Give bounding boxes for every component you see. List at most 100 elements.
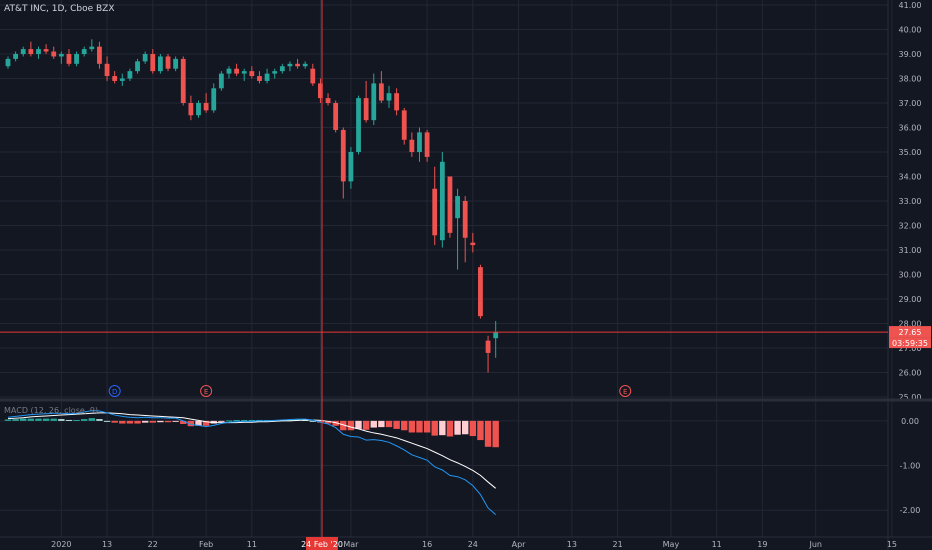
macd-histogram-bar [126,420,134,424]
candle-body [97,46,102,64]
candle [89,39,95,52]
price-tick-label: 37.00 [899,99,922,108]
candle [257,71,262,84]
candle-body [348,152,354,182]
candle [127,68,133,81]
macd-histogram-bar [446,420,454,437]
candle-body [51,51,57,57]
macd-histogram-bar [423,420,431,433]
candle-body [58,54,64,57]
price-tick-label: 28.00 [899,320,922,329]
candle-body [241,71,247,74]
candle [58,51,64,64]
candle [97,41,102,69]
candle [104,56,110,81]
time-tick-label: 21 [613,540,623,549]
candle [447,176,453,238]
price-tick-label: 40.00 [899,26,922,35]
price-tick-label: 32.00 [899,222,922,231]
candle-body [340,129,346,182]
time-tick-label: 11 [712,540,722,549]
candle-body [401,110,407,140]
macd-histogram-bar [141,420,149,423]
macd-tick-label: 0.00 [901,417,919,426]
candle-body [394,93,400,111]
price-tick-label: 29.00 [899,295,922,304]
macd-histogram-bar [20,418,27,421]
macd-histogram-bar [332,420,339,426]
candle [287,61,293,72]
candle-body [158,56,163,72]
candle [264,68,270,84]
candle-body [127,71,133,79]
price-tick-label: 30.00 [899,271,922,280]
time-tick-label: 24 [468,540,478,549]
candle-body [28,49,34,54]
candle [66,49,72,67]
price-tick-label: 33.00 [899,197,922,206]
candle-body [150,54,156,72]
candle-body [386,93,392,101]
candle-body [66,54,72,64]
candle [439,152,445,248]
price-tick-label: 27.00 [899,344,922,353]
candle-body [295,63,300,67]
candle-body [439,161,445,241]
time-tick-label: Apr [512,540,527,549]
candle [462,196,468,263]
time-tick-label: Jun [808,540,822,549]
candle-body [81,49,87,54]
macd-histogram-bar [81,419,88,421]
candle-body [89,46,95,50]
macd-histogram-bar [347,420,355,431]
candle-body [112,76,118,81]
candle-body [356,98,361,152]
price-tick-label: 39.00 [899,50,922,59]
time-tick-label: 22 [148,540,158,549]
candle-body [74,54,79,64]
macd-histogram-bar [439,420,446,436]
candle [36,46,41,59]
macd-histogram-bar [134,420,141,424]
symbol-title[interactable]: AT&T INC, 1D, Cboe BZX [4,4,115,14]
candle [203,93,209,113]
macd-histogram-bar [50,418,57,421]
time-tick-label: Feb [199,540,213,549]
price-tick-label: 25.00 [899,393,922,402]
candle-body [455,196,460,219]
macd-histogram-bar [12,419,19,421]
event-marker-icon [108,385,121,397]
macd-histogram-bar [385,420,393,428]
macd-histogram-bar [378,420,385,428]
candle-body [485,340,491,353]
candle-body [417,132,422,152]
macd-histogram-bar [164,420,172,423]
time-tick-label: 16 [422,540,432,549]
candle [119,73,125,86]
macd-histogram-bar [65,419,73,421]
macd-histogram-bar [111,420,118,423]
candle-body [180,58,186,103]
macd-histogram-bar [248,419,256,421]
macd-histogram-bar [469,420,477,437]
price-tick-label: 36.00 [899,124,922,133]
candle [279,63,285,74]
candle [158,54,163,74]
candle [432,166,438,246]
last-price-label: 27.65 [899,328,922,337]
last-price-box [889,326,931,338]
candle-body [478,267,483,317]
candle [417,127,422,162]
candle-body [493,332,499,339]
candle-body [371,83,377,121]
macd-histogram-bar [180,420,187,424]
macd-signal-line [7,412,496,489]
macd-histogram-bar [492,420,499,448]
candle [188,95,194,121]
candle [485,335,491,373]
macd-indicator-label[interactable]: MACD (12, 26, close, 9) [4,406,99,415]
macd-histogram-bar [340,420,347,431]
macd-tick-label: -2.00 [900,506,921,515]
macd-histogram-bar [4,419,12,421]
